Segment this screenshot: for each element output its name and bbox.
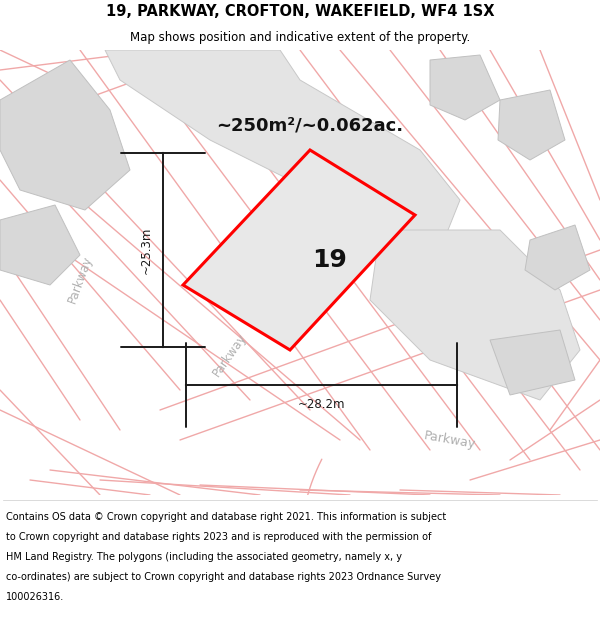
Text: Parkway: Parkway <box>423 429 477 451</box>
Text: 100026316.: 100026316. <box>6 592 64 602</box>
Text: Map shows position and indicative extent of the property.: Map shows position and indicative extent… <box>130 31 470 44</box>
Text: HM Land Registry. The polygons (including the associated geometry, namely x, y: HM Land Registry. The polygons (includin… <box>6 552 402 562</box>
Text: to Crown copyright and database rights 2023 and is reproduced with the permissio: to Crown copyright and database rights 2… <box>6 532 431 542</box>
Text: ~25.3m: ~25.3m <box>139 226 152 274</box>
Text: co-ordinates) are subject to Crown copyright and database rights 2023 Ordnance S: co-ordinates) are subject to Crown copyr… <box>6 572 441 582</box>
Text: Contains OS data © Crown copyright and database right 2021. This information is : Contains OS data © Crown copyright and d… <box>6 512 446 522</box>
Polygon shape <box>105 50 460 250</box>
Polygon shape <box>0 205 80 285</box>
Polygon shape <box>490 330 575 395</box>
Text: Parkway: Parkway <box>211 331 250 379</box>
Text: 19: 19 <box>312 248 347 272</box>
Text: Parkway: Parkway <box>65 254 95 306</box>
Polygon shape <box>430 55 500 120</box>
Polygon shape <box>0 60 130 210</box>
Polygon shape <box>498 90 565 160</box>
Polygon shape <box>525 225 590 290</box>
Polygon shape <box>370 230 580 400</box>
Text: ~28.2m: ~28.2m <box>298 399 345 411</box>
Polygon shape <box>183 150 415 350</box>
Text: 19, PARKWAY, CROFTON, WAKEFIELD, WF4 1SX: 19, PARKWAY, CROFTON, WAKEFIELD, WF4 1SX <box>106 4 494 19</box>
Text: ~250m²/~0.062ac.: ~250m²/~0.062ac. <box>217 116 404 134</box>
